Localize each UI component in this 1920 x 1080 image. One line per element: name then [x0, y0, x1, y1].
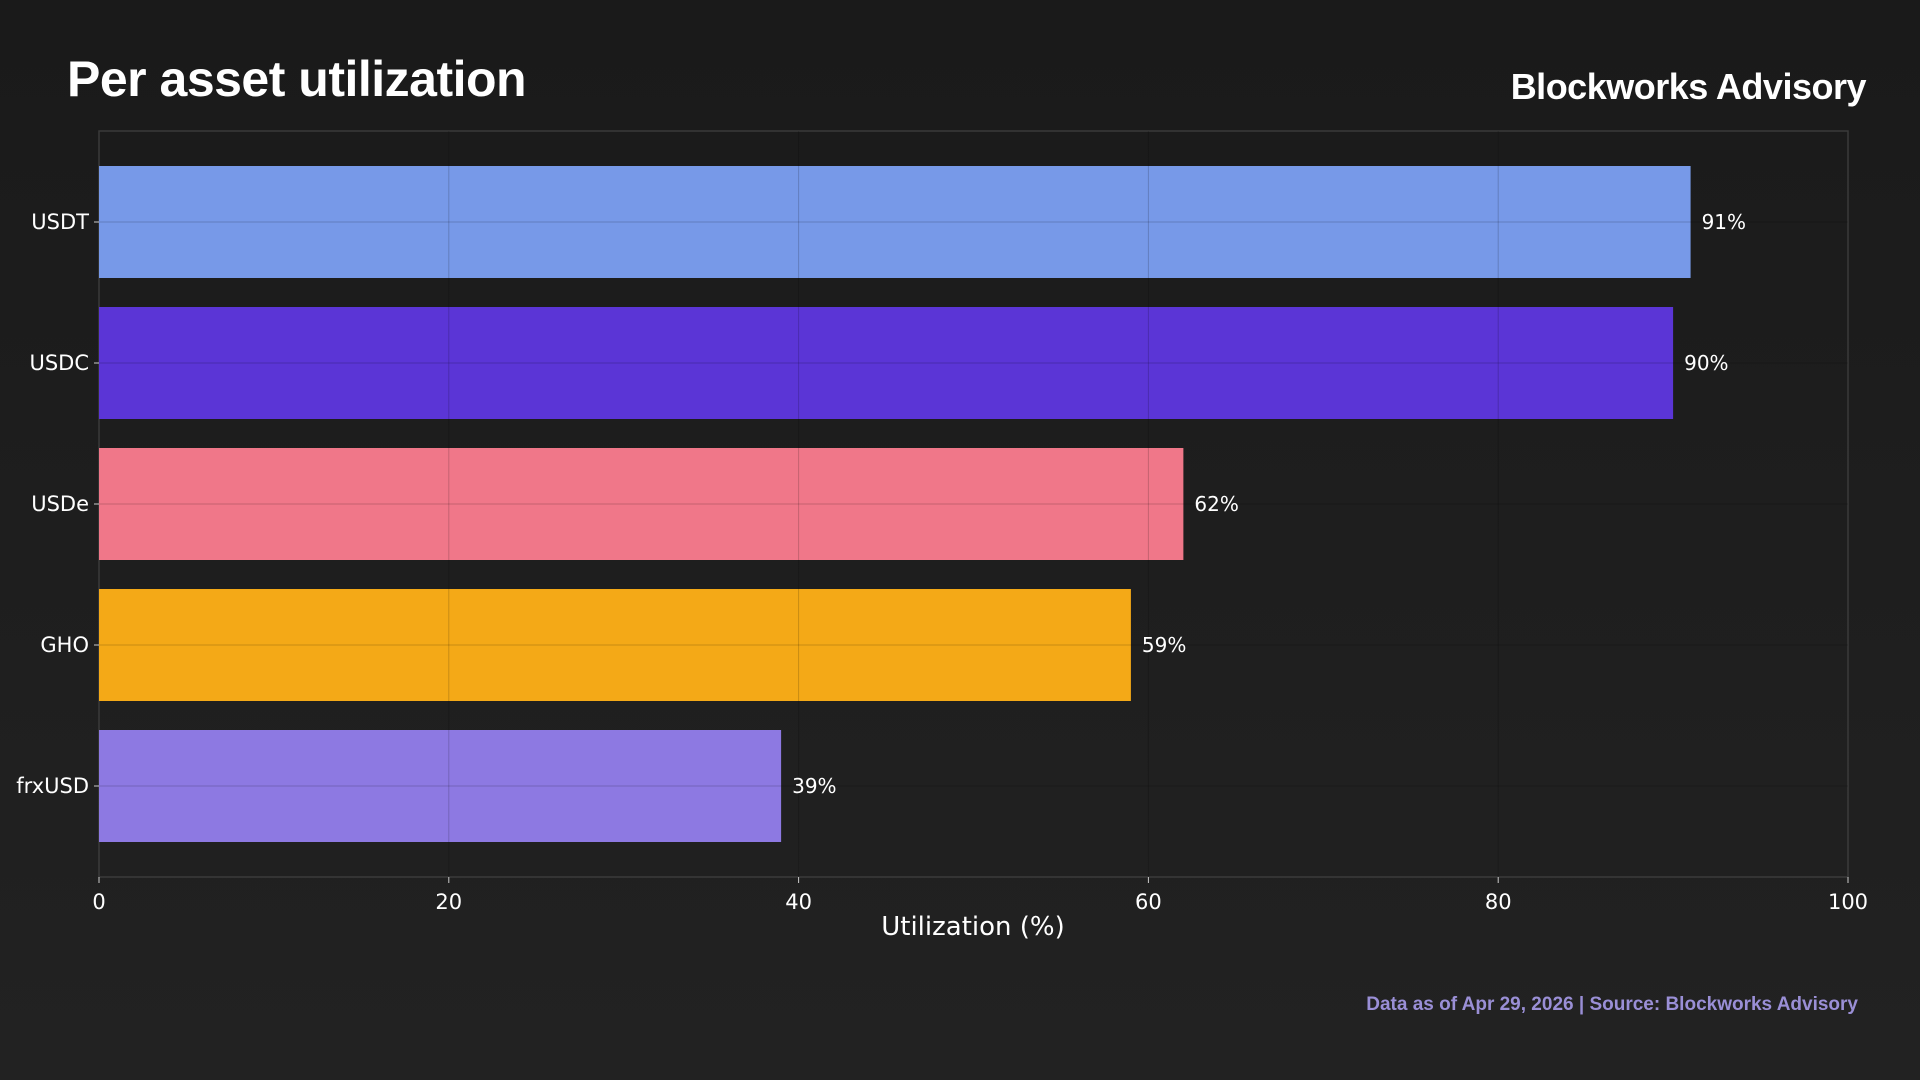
bar-value-label: 62%: [1194, 492, 1238, 516]
x-tick-label: 20: [435, 890, 462, 914]
chart-title: Per asset utilization: [67, 51, 527, 107]
labels-layer: 91% 90% 62% 59% 39%: [792, 210, 1746, 798]
bar-usdc: [99, 307, 1674, 419]
x-tick-label: 60: [1135, 890, 1162, 914]
bar-frxusd: [99, 730, 782, 842]
y-tick-label: GHO: [40, 633, 89, 657]
x-tick-label: 40: [785, 890, 812, 914]
y-tick-label: USDe: [31, 492, 89, 516]
y-tick-label: frxUSD: [16, 774, 89, 798]
x-tick-label: 80: [1485, 890, 1512, 914]
bar-usdt: [99, 166, 1691, 278]
footer-source-note: Data as of Apr 29, 2026 | Source: Blockw…: [1366, 994, 1858, 1015]
bar-usde: [99, 448, 1184, 560]
bar-gho: [99, 589, 1131, 701]
bars-layer: [99, 166, 1691, 842]
x-tick-label: 0: [92, 890, 105, 914]
brand-logo-text: Blockworks Advisory: [1510, 66, 1867, 107]
y-tick-label: USDC: [29, 351, 89, 375]
bar-value-label: 90%: [1684, 351, 1728, 375]
bar-value-label: 91%: [1702, 210, 1746, 234]
grid-layer: [99, 131, 1848, 877]
x-tick-label: 100: [1828, 890, 1868, 914]
bar-value-label: 39%: [792, 774, 836, 798]
y-tick-label: USDT: [31, 210, 89, 234]
axis-layer: USDT USDC USDe GHO frxUSD 0 20 40 60 80 100: [16, 210, 1868, 914]
x-axis-title: Utilization (%): [881, 912, 1065, 942]
bar-value-label: 59%: [1142, 633, 1186, 657]
